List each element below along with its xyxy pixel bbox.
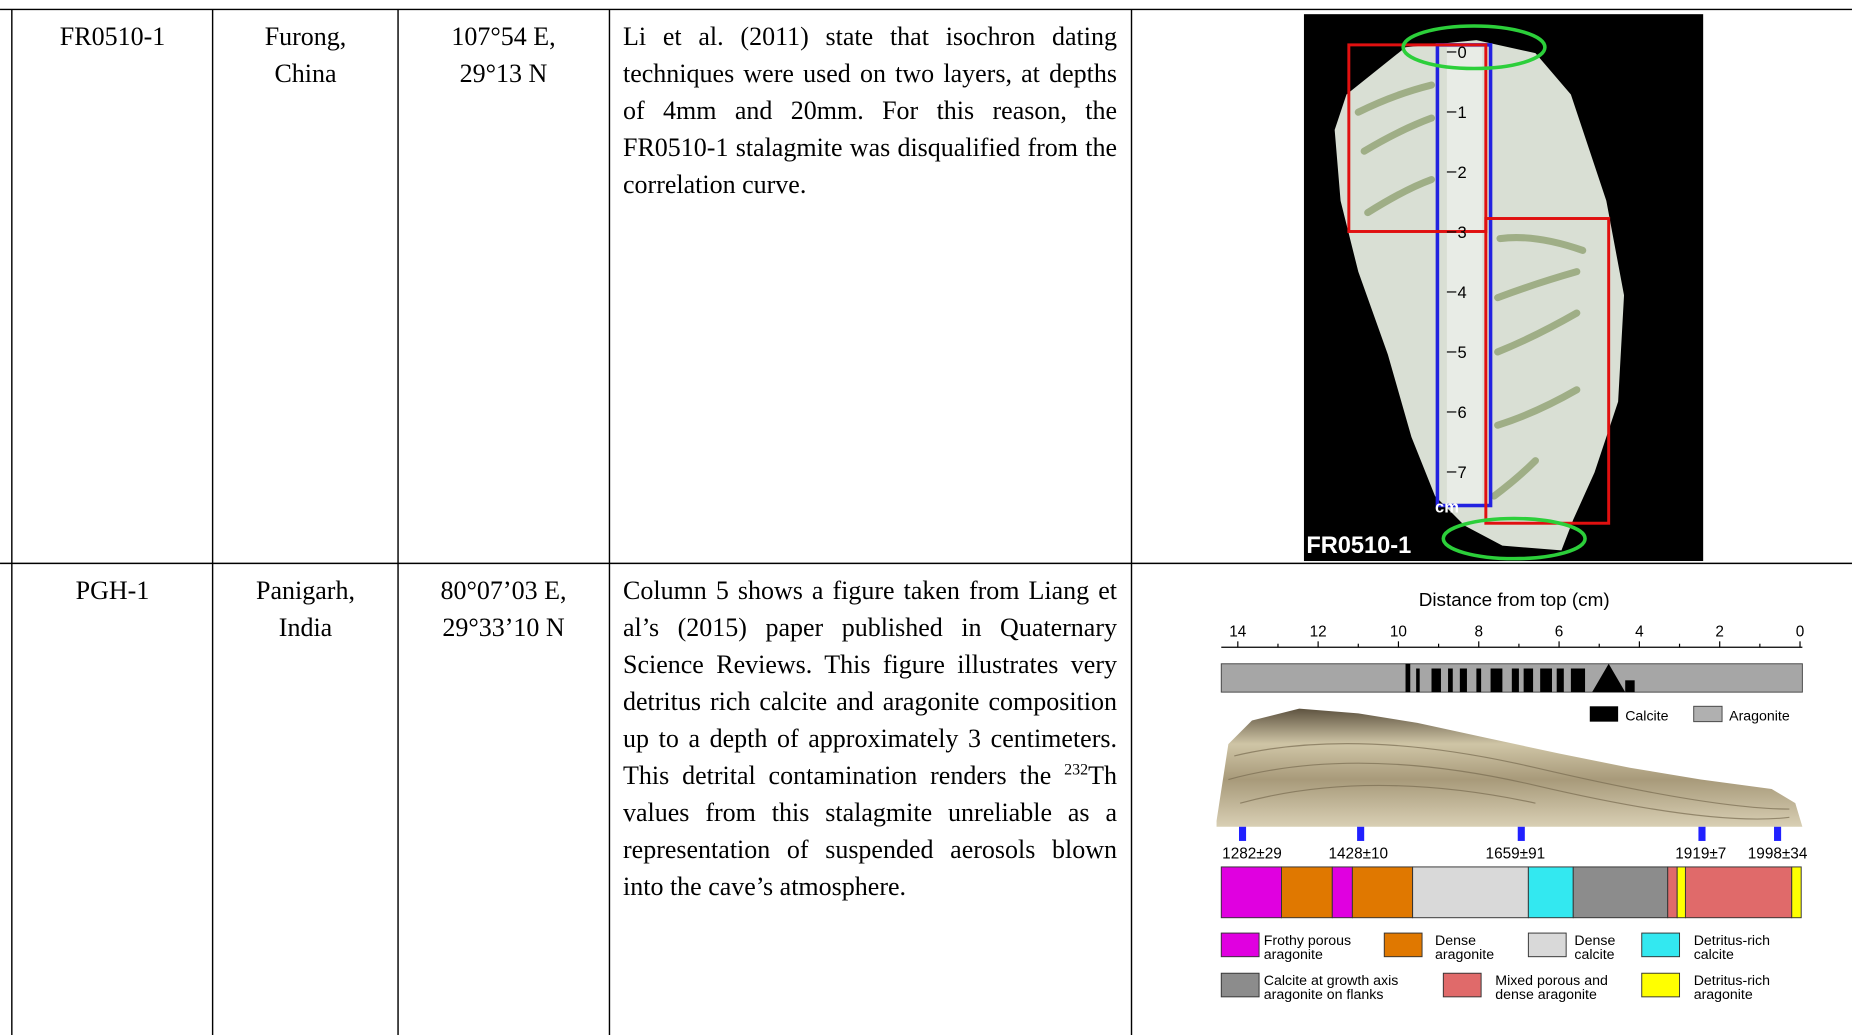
axis-tick-label: 2 bbox=[1715, 624, 1724, 641]
axis-tick-label: 6 bbox=[1555, 624, 1564, 641]
mineral-legend-label: Aragonite bbox=[1729, 708, 1790, 724]
ruler-label: 5 bbox=[1457, 343, 1466, 362]
ruler-label: 0 bbox=[1457, 43, 1466, 62]
legend-label: aragonite bbox=[1694, 987, 1753, 1003]
stalagmite-figure: Distance from top (cm) 14 12 10 8 6 4 2 0 Calcite… bbox=[1217, 590, 1808, 1003]
legend-label: aragonite bbox=[1264, 947, 1323, 963]
legend-swatch bbox=[1443, 973, 1481, 997]
legend-swatch bbox=[1642, 973, 1680, 997]
ruler-label: 6 bbox=[1457, 403, 1466, 422]
axis-tick-label: 8 bbox=[1474, 624, 1483, 641]
stalagmite-photo: 0 1 2 3 4 5 6 7 cm FR0510-1 bbox=[1304, 14, 1703, 561]
axis-tick-label: 4 bbox=[1635, 624, 1644, 641]
age-label: 1998±34 bbox=[1748, 846, 1808, 863]
ruler-unit: cm bbox=[1435, 498, 1459, 517]
legend-swatch bbox=[1642, 933, 1680, 957]
legend-label: dense aragonite bbox=[1495, 987, 1597, 1003]
mineral-legend-label: Calcite bbox=[1625, 708, 1668, 724]
legend-swatch bbox=[1528, 933, 1566, 957]
ruler-label: 3 bbox=[1457, 223, 1466, 242]
sample-markers bbox=[1239, 827, 1781, 841]
overlay: 01234567cmFR0510-1 Distance from top (cm… bbox=[0, 0, 1852, 1035]
axis-tick-label: 12 bbox=[1310, 624, 1327, 641]
legend-swatch bbox=[1384, 933, 1422, 957]
page: FR0510-1 Furong,China 107°54 E,29°13 N L… bbox=[0, 0, 1852, 1035]
axis-tick-label: 14 bbox=[1229, 624, 1247, 641]
legend-swatch bbox=[1221, 933, 1259, 957]
age-label: 1428±10 bbox=[1328, 846, 1388, 863]
legend-label: aragonite on flanks bbox=[1264, 987, 1384, 1003]
ruler-label: 7 bbox=[1457, 463, 1466, 482]
age-label: 1919±7 bbox=[1675, 846, 1726, 863]
legend-label: calcite bbox=[1694, 947, 1734, 963]
age-label: 1659±91 bbox=[1486, 846, 1546, 863]
axis-title: Distance from top (cm) bbox=[1419, 590, 1610, 611]
age-label: 1282±29 bbox=[1222, 846, 1282, 863]
ruler-label: 1 bbox=[1457, 103, 1466, 122]
legend-swatch bbox=[1221, 973, 1259, 997]
legend-label: aragonite bbox=[1435, 947, 1494, 963]
ruler-label: 4 bbox=[1457, 283, 1466, 302]
legend-label: calcite bbox=[1574, 947, 1614, 963]
ruler-label: 2 bbox=[1457, 163, 1466, 182]
sample-label: FR0510-1 bbox=[1306, 533, 1411, 559]
axis-tick-label: 0 bbox=[1796, 624, 1805, 641]
axis-tick-label: 10 bbox=[1390, 624, 1407, 641]
